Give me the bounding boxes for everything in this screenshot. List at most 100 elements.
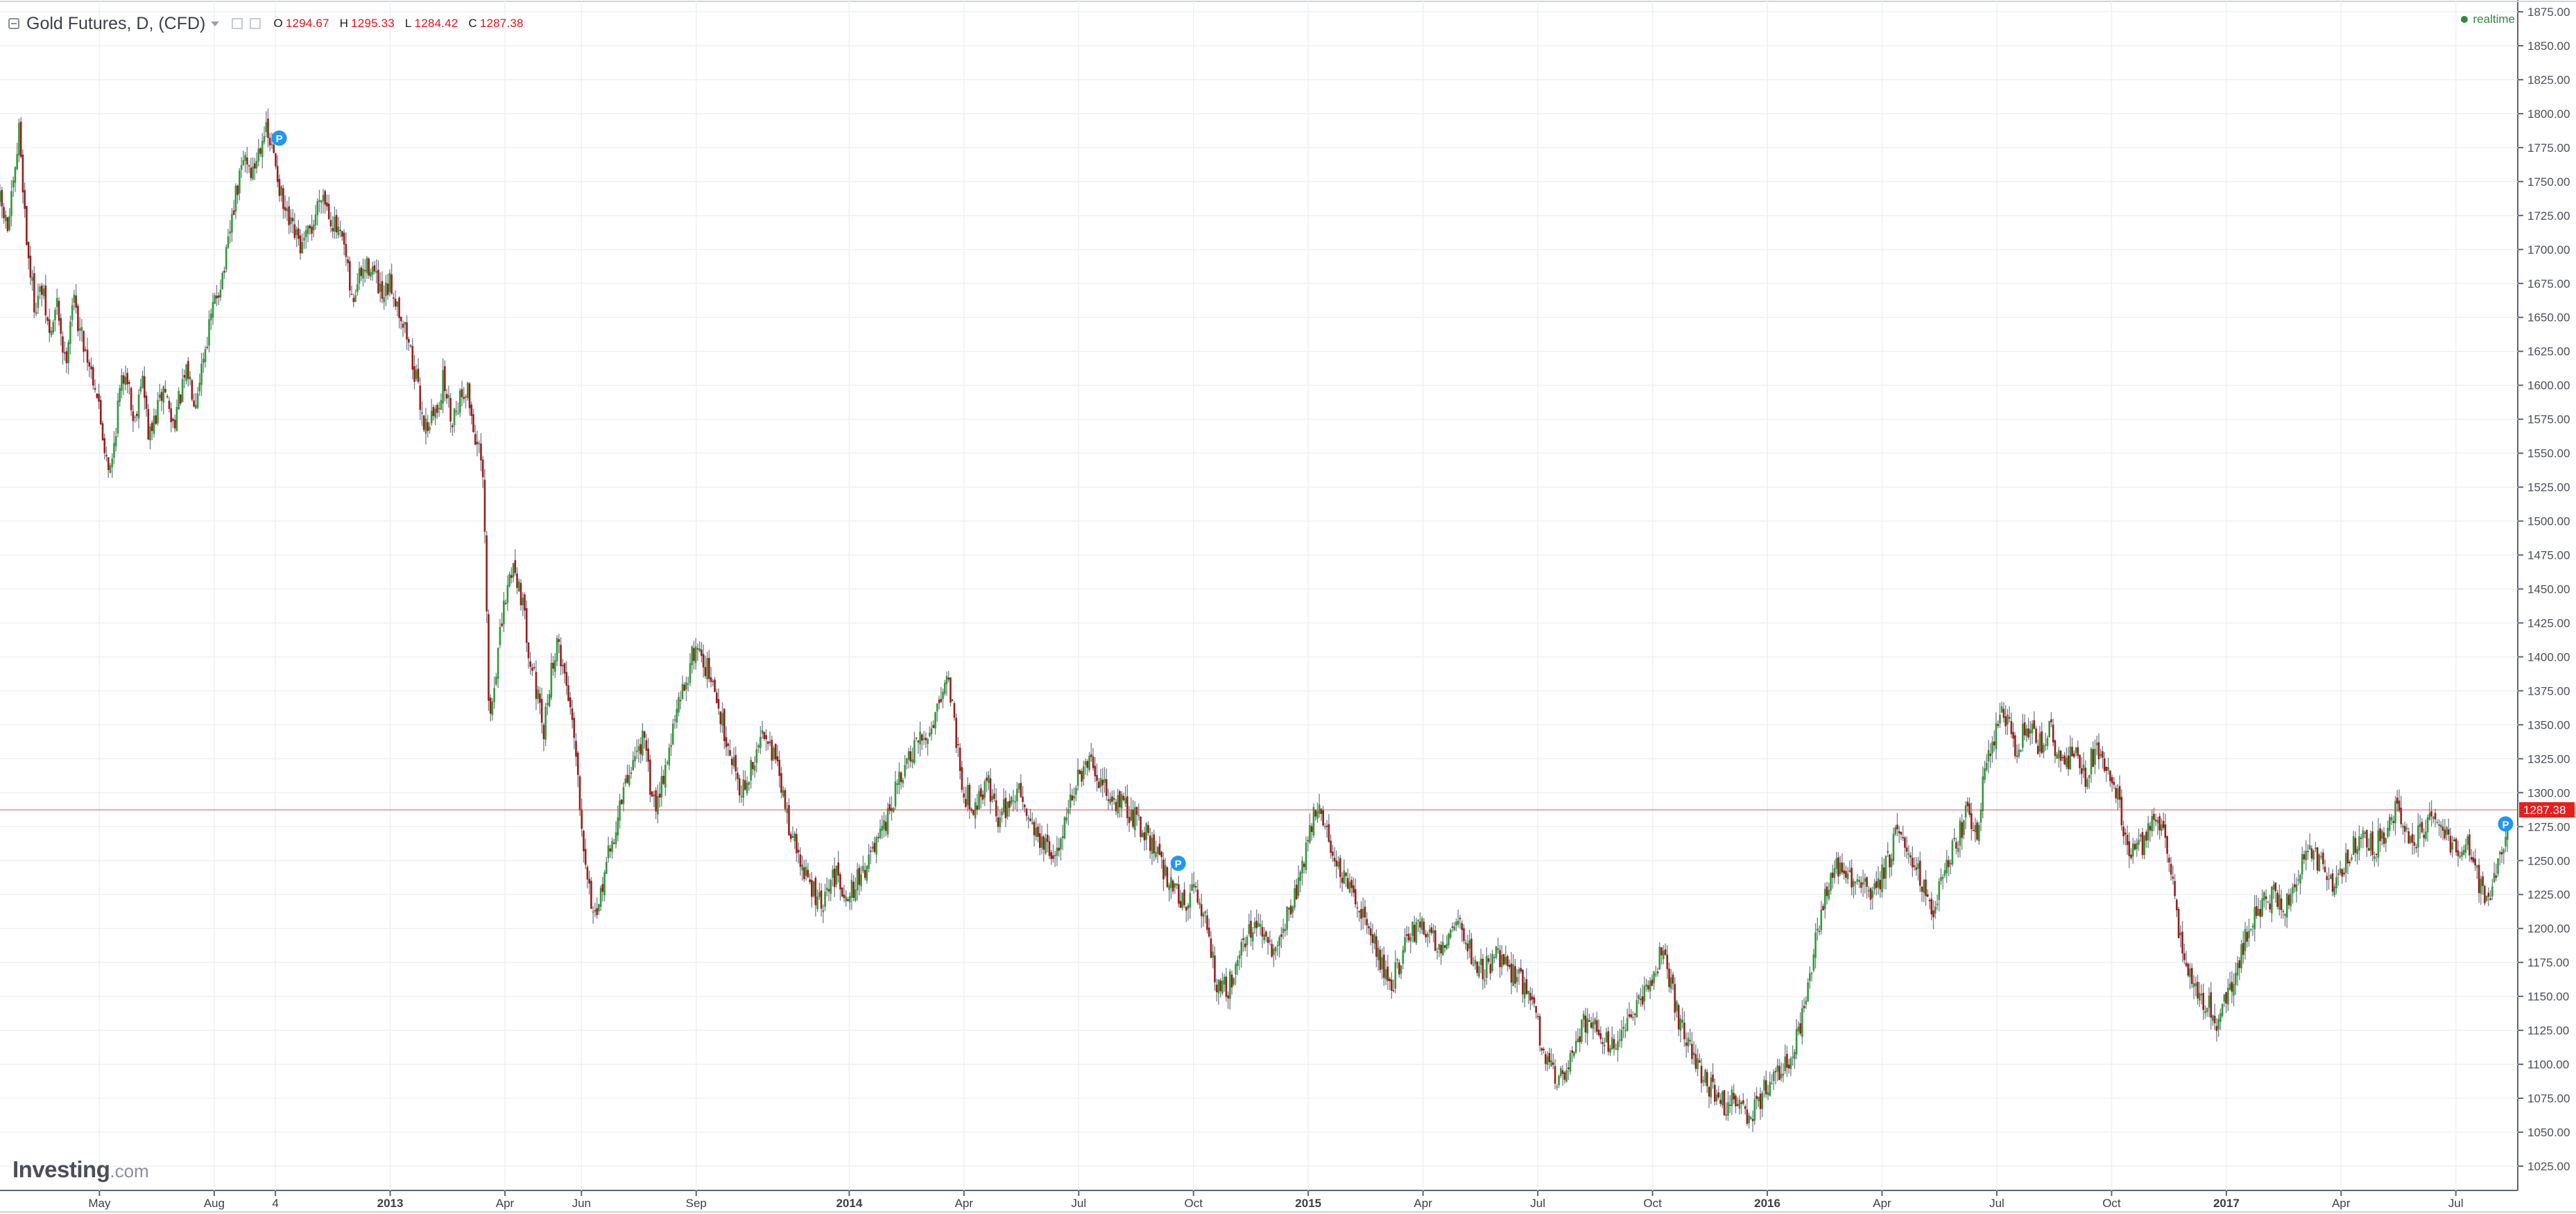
candle-up bbox=[491, 701, 494, 716]
candle-up bbox=[835, 865, 838, 885]
candle-down bbox=[1200, 904, 1203, 917]
event-marker[interactable]: P bbox=[271, 130, 287, 146]
candle-up bbox=[2461, 851, 2463, 857]
settings-icon[interactable] bbox=[250, 18, 261, 29]
candle-down bbox=[1105, 779, 1108, 797]
candle-up bbox=[2305, 851, 2308, 860]
candle-down bbox=[843, 894, 845, 899]
candle-up bbox=[2286, 893, 2288, 918]
y-tick-label: 1250.00 bbox=[2527, 854, 2570, 867]
candle-down bbox=[1042, 836, 1045, 850]
candle-up bbox=[2094, 748, 2096, 765]
chevron-down-icon[interactable] bbox=[211, 21, 220, 26]
candle-down bbox=[46, 317, 49, 321]
candle-up bbox=[2020, 750, 2022, 752]
candle-up bbox=[1573, 1051, 1575, 1057]
candle-up bbox=[721, 713, 723, 726]
y-tick-label: 1625.00 bbox=[2527, 345, 2570, 358]
candle-down bbox=[1843, 870, 1845, 874]
candle-up bbox=[1468, 939, 1471, 949]
candle-up bbox=[793, 833, 796, 842]
candle-up bbox=[337, 226, 340, 236]
candle-down bbox=[2115, 788, 2117, 799]
candle-down bbox=[248, 165, 250, 167]
candle-up bbox=[1731, 1089, 1733, 1107]
candle-up bbox=[2394, 801, 2396, 824]
candle-down bbox=[1740, 1102, 1742, 1104]
candle-down bbox=[172, 418, 174, 422]
candle-down bbox=[276, 166, 279, 182]
candle-up bbox=[2318, 854, 2321, 872]
symbol-title[interactable]: Gold Futures, D, (CFD) bbox=[26, 13, 206, 33]
candle-down bbox=[651, 791, 653, 797]
candle-down bbox=[841, 887, 843, 896]
candle-up bbox=[1594, 1018, 1596, 1025]
candle-up bbox=[162, 386, 165, 403]
candle-down bbox=[386, 284, 389, 295]
candle-down bbox=[1090, 754, 1092, 757]
candle-down bbox=[1889, 854, 1891, 868]
x-tick-label: Jul bbox=[1989, 1197, 2004, 1210]
candle-up bbox=[678, 697, 680, 713]
candle-down bbox=[1742, 1100, 1744, 1104]
candle-up bbox=[818, 892, 821, 897]
candle-down bbox=[839, 874, 841, 890]
candle-up bbox=[830, 880, 832, 894]
candle-up bbox=[2333, 886, 2336, 896]
candle-down bbox=[791, 836, 794, 838]
candle-down bbox=[833, 868, 836, 887]
candle-up bbox=[1887, 851, 1889, 853]
candle-up bbox=[153, 415, 155, 434]
candle-down bbox=[516, 573, 518, 589]
event-marker[interactable]: P bbox=[1170, 856, 1186, 872]
candle-down bbox=[1354, 889, 1357, 905]
candle-up bbox=[1491, 954, 1493, 971]
candle-down bbox=[1537, 1016, 1539, 1018]
toggle-visibility-icon[interactable] bbox=[232, 18, 243, 29]
candle-up bbox=[879, 829, 882, 838]
candle-up bbox=[670, 745, 672, 747]
candle-down bbox=[799, 854, 802, 867]
candle-up bbox=[2029, 729, 2032, 734]
candle-up bbox=[856, 869, 859, 891]
candle-up bbox=[2335, 877, 2337, 888]
candle-down bbox=[727, 743, 730, 746]
candle-down bbox=[539, 693, 541, 703]
event-marker[interactable]: P bbox=[2498, 816, 2514, 832]
candle-down bbox=[1664, 949, 1667, 955]
candle-down bbox=[2052, 725, 2054, 743]
candle-up bbox=[2107, 767, 2109, 771]
candle-up bbox=[499, 627, 501, 645]
candle-down bbox=[2415, 847, 2417, 849]
candle-up bbox=[4, 214, 7, 221]
candle-up bbox=[1715, 1094, 1718, 1102]
candle-down bbox=[347, 259, 349, 263]
candle-up bbox=[522, 598, 524, 605]
y-tick-label: 1725.00 bbox=[2527, 209, 2570, 223]
candle-up bbox=[119, 388, 121, 403]
candle-up bbox=[1240, 942, 1243, 956]
candle-down bbox=[1430, 927, 1433, 933]
candle-down bbox=[1787, 1064, 1790, 1069]
candle-up bbox=[1278, 937, 1280, 946]
candle-up bbox=[1130, 809, 1133, 821]
candle-up bbox=[2138, 840, 2140, 845]
candle-down bbox=[444, 366, 446, 392]
candle-down bbox=[780, 773, 782, 793]
candle-down bbox=[246, 157, 248, 165]
candle-down bbox=[1628, 1014, 1631, 1017]
candle-up bbox=[1794, 1052, 1796, 1059]
candle-down bbox=[1489, 964, 1492, 974]
candle-down bbox=[1132, 809, 1134, 827]
candle-up bbox=[1854, 881, 1857, 884]
candle-down bbox=[1307, 840, 1310, 842]
candle-down bbox=[1185, 906, 1187, 911]
candle-down bbox=[1440, 944, 1442, 954]
candle-down bbox=[2177, 908, 2180, 939]
candle-down bbox=[858, 867, 861, 885]
candle-down bbox=[1296, 885, 1298, 900]
candle-up bbox=[943, 682, 946, 694]
candle-down bbox=[1845, 871, 1847, 878]
collapse-legend-icon[interactable] bbox=[8, 18, 19, 29]
